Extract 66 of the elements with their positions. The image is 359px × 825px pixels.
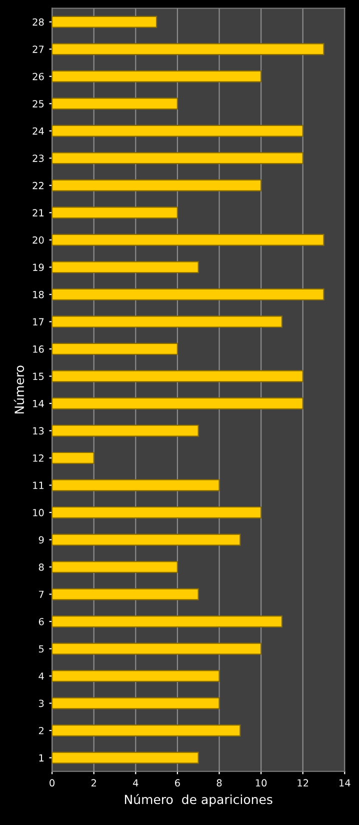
x-tick-label: 6 [175,779,180,787]
y-tick-label: 20 [32,236,44,244]
bar [52,752,199,764]
x-tick-label: 10 [256,779,267,787]
y-tick-label: 9 [38,536,44,544]
bar [52,724,241,736]
bar [52,452,94,464]
bar [52,261,199,274]
bar [52,397,304,410]
y-tick-label: 18 [33,290,44,298]
y-tick-label: 5 [38,645,44,653]
y-tick-label: 6 [38,618,44,626]
bar [52,152,304,164]
y-tick-label: 23 [32,154,44,162]
bar [52,560,178,573]
bar [52,697,220,710]
y-tick-label: 11 [33,482,44,489]
bar [52,370,304,382]
x-axis-title: Número de apariciones [124,794,272,807]
x-tick-label: 2 [91,779,96,786]
y-tick-label: 28 [32,18,44,26]
y-tick-label: 17 [33,318,44,326]
y-tick-label: 10 [33,508,44,516]
bar [52,288,324,300]
bar [52,588,199,600]
y-tick-label: 3 [38,700,44,708]
y-tick-label: 15 [33,372,44,380]
bar [52,506,262,518]
bar [52,342,178,355]
bar [52,16,158,28]
bar [52,615,282,628]
y-tick-label: 27 [32,46,44,53]
y-tick-label: 7 [39,590,44,598]
y-tick-label: 12 [33,454,44,462]
bar [52,124,304,137]
x-tick-label: 0 [50,779,54,787]
y-tick-label: 19 [33,264,44,271]
y-tick-label: 24 [32,127,44,135]
y-tick-label: 22 [32,182,44,190]
y-tick-label: 21 [32,209,44,216]
bar [52,642,262,655]
bar [52,479,220,492]
y-tick-label: 2 [38,726,44,734]
bar [52,424,199,437]
y-tick-label: 8 [38,563,44,571]
bar [52,534,241,546]
bar [52,234,324,246]
y-tick-label: 14 [33,400,44,408]
x-tick-label: 12 [298,779,308,786]
bar [52,70,262,82]
y-axis-title: Número [14,366,24,414]
bar [52,179,262,192]
y-tick-label: 13 [33,427,44,435]
bar [52,98,178,110]
y-tick-label: 26 [32,72,44,80]
y-tick-label: 1 [39,754,44,762]
bar [52,206,178,219]
bar [52,43,324,56]
x-tick-label: 8 [216,779,222,787]
bar [52,670,220,682]
x-tick-label: 14 [340,779,350,786]
y-tick-label: 4 [38,672,44,680]
y-tick-label: 16 [33,345,44,353]
y-tick-label: 25 [32,100,44,108]
bar [52,316,282,328]
x-tick-label: 4 [133,779,138,786]
